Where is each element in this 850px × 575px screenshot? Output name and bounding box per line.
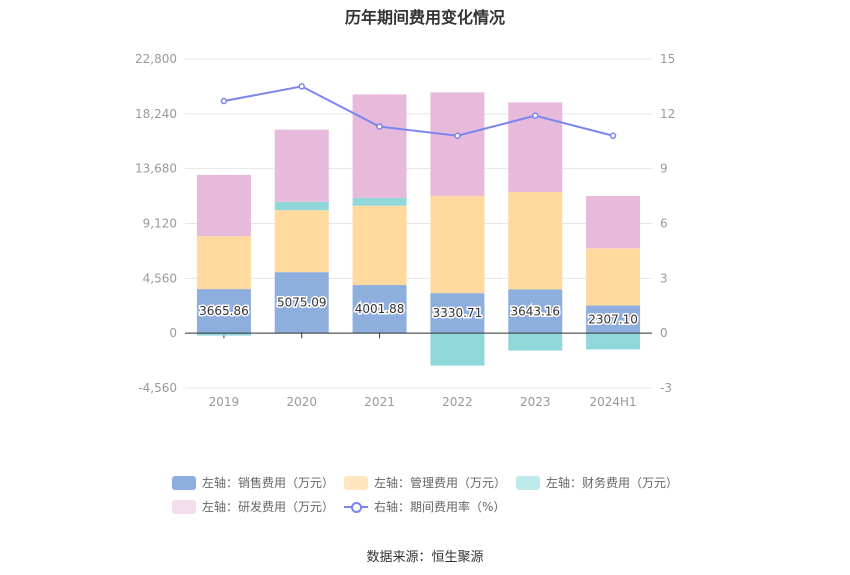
x-tick-label: 2024H1 xyxy=(589,395,636,409)
left-tick-label: 0 xyxy=(169,326,177,340)
data-label-sales: 3643.16 xyxy=(510,304,560,318)
bar-rnd xyxy=(586,195,641,249)
legend-swatch-sales xyxy=(172,475,196,490)
legend-label-sales: 左轴：销售费用（万元） xyxy=(202,476,335,490)
left-tick-label: 9,120 xyxy=(143,217,177,231)
left-tick-label: 18,240 xyxy=(135,107,177,121)
bar-mgmt xyxy=(196,236,251,290)
right-tick-label: -3 xyxy=(660,381,672,395)
point-rate xyxy=(532,112,539,119)
chart-title: 历年期间费用变化情况 xyxy=(344,8,505,27)
left-tick-label: 22,800 xyxy=(135,52,177,66)
bar-sales xyxy=(274,272,329,334)
bar-sales xyxy=(508,289,563,334)
x-tick-label: 2019 xyxy=(209,395,240,409)
point-rate xyxy=(298,83,305,90)
right-tick-label: 0 xyxy=(660,326,668,340)
bar-mgmt xyxy=(430,195,485,294)
line-rate xyxy=(223,85,614,137)
bar-rnd xyxy=(196,174,251,237)
bar-sales xyxy=(196,289,251,334)
left-tick-label: 13,680 xyxy=(135,162,177,176)
right-tick-label: 3 xyxy=(660,271,668,285)
bar-finance xyxy=(196,333,251,336)
legend-item-rnd[interactable]: 左轴：研发费用（万元） xyxy=(172,498,334,515)
data-label-sales: 4001.88 xyxy=(355,302,405,316)
right-tick-label: 6 xyxy=(660,217,668,231)
point-rate xyxy=(376,123,383,130)
bar-mgmt xyxy=(352,205,407,286)
legend-label-mgmt: 左轴：管理费用（万元） xyxy=(374,476,507,490)
bar-sales xyxy=(586,305,641,334)
point-rate xyxy=(454,132,461,140)
x-tick-label: 2023 xyxy=(520,395,551,409)
x-tick-label: 2020 xyxy=(286,395,317,409)
bar-rnd xyxy=(430,92,485,196)
left-tick-label: 4,560 xyxy=(143,271,177,285)
bar-sales xyxy=(430,293,485,334)
right-tick-label: 15 xyxy=(660,52,675,66)
bar-finance xyxy=(430,333,485,366)
bar-mgmt xyxy=(508,191,563,290)
right-tick-label: 12 xyxy=(660,107,675,121)
legend-label-finance: 左轴：财务费用（万元） xyxy=(546,476,679,490)
bar-finance xyxy=(586,333,641,350)
bar-finance xyxy=(274,201,329,211)
legend-swatch-finance xyxy=(516,475,540,490)
legend-label-rate: 右轴：期间费用率（%） xyxy=(374,500,506,514)
data-label-sales: 2307.10 xyxy=(588,312,638,326)
point-rate xyxy=(220,97,228,105)
left-tick-label: -4,560 xyxy=(138,381,177,395)
data-label-sales: 5075.09 xyxy=(277,296,327,310)
data-source: 数据来源：恒生聚源 xyxy=(366,550,484,565)
legend-item-sales[interactable]: 左轴：销售费用（万元） xyxy=(172,474,334,491)
bar-mgmt xyxy=(274,210,329,273)
bar-rnd xyxy=(352,94,407,198)
legend-item-rate[interactable]: 右轴：期间费用率（%） xyxy=(344,498,505,515)
legend-label-rnd: 左轴：研发费用（万元） xyxy=(202,500,335,514)
bar-rnd xyxy=(274,129,329,202)
data-label-sales: 3330.71 xyxy=(433,306,483,320)
legend-swatch-rate xyxy=(344,500,368,514)
x-tick-label: 2022 xyxy=(442,395,473,409)
point-rate xyxy=(609,132,617,140)
data-label-sales: 3665.86 xyxy=(199,304,249,318)
legend-item-finance[interactable]: 左轴：财务费用（万元） xyxy=(516,474,678,491)
right-tick-label: 9 xyxy=(660,162,668,176)
legend-item-mgmt[interactable]: 左轴：管理费用（万元） xyxy=(344,474,506,491)
bar-mgmt xyxy=(586,248,641,306)
bar-sales xyxy=(352,285,407,334)
x-tick-label: 2021 xyxy=(364,395,395,409)
bar-finance xyxy=(352,197,407,206)
legend-swatch-mgmt xyxy=(344,475,368,490)
legend-swatch-rnd xyxy=(172,499,196,514)
bar-finance xyxy=(508,333,563,351)
